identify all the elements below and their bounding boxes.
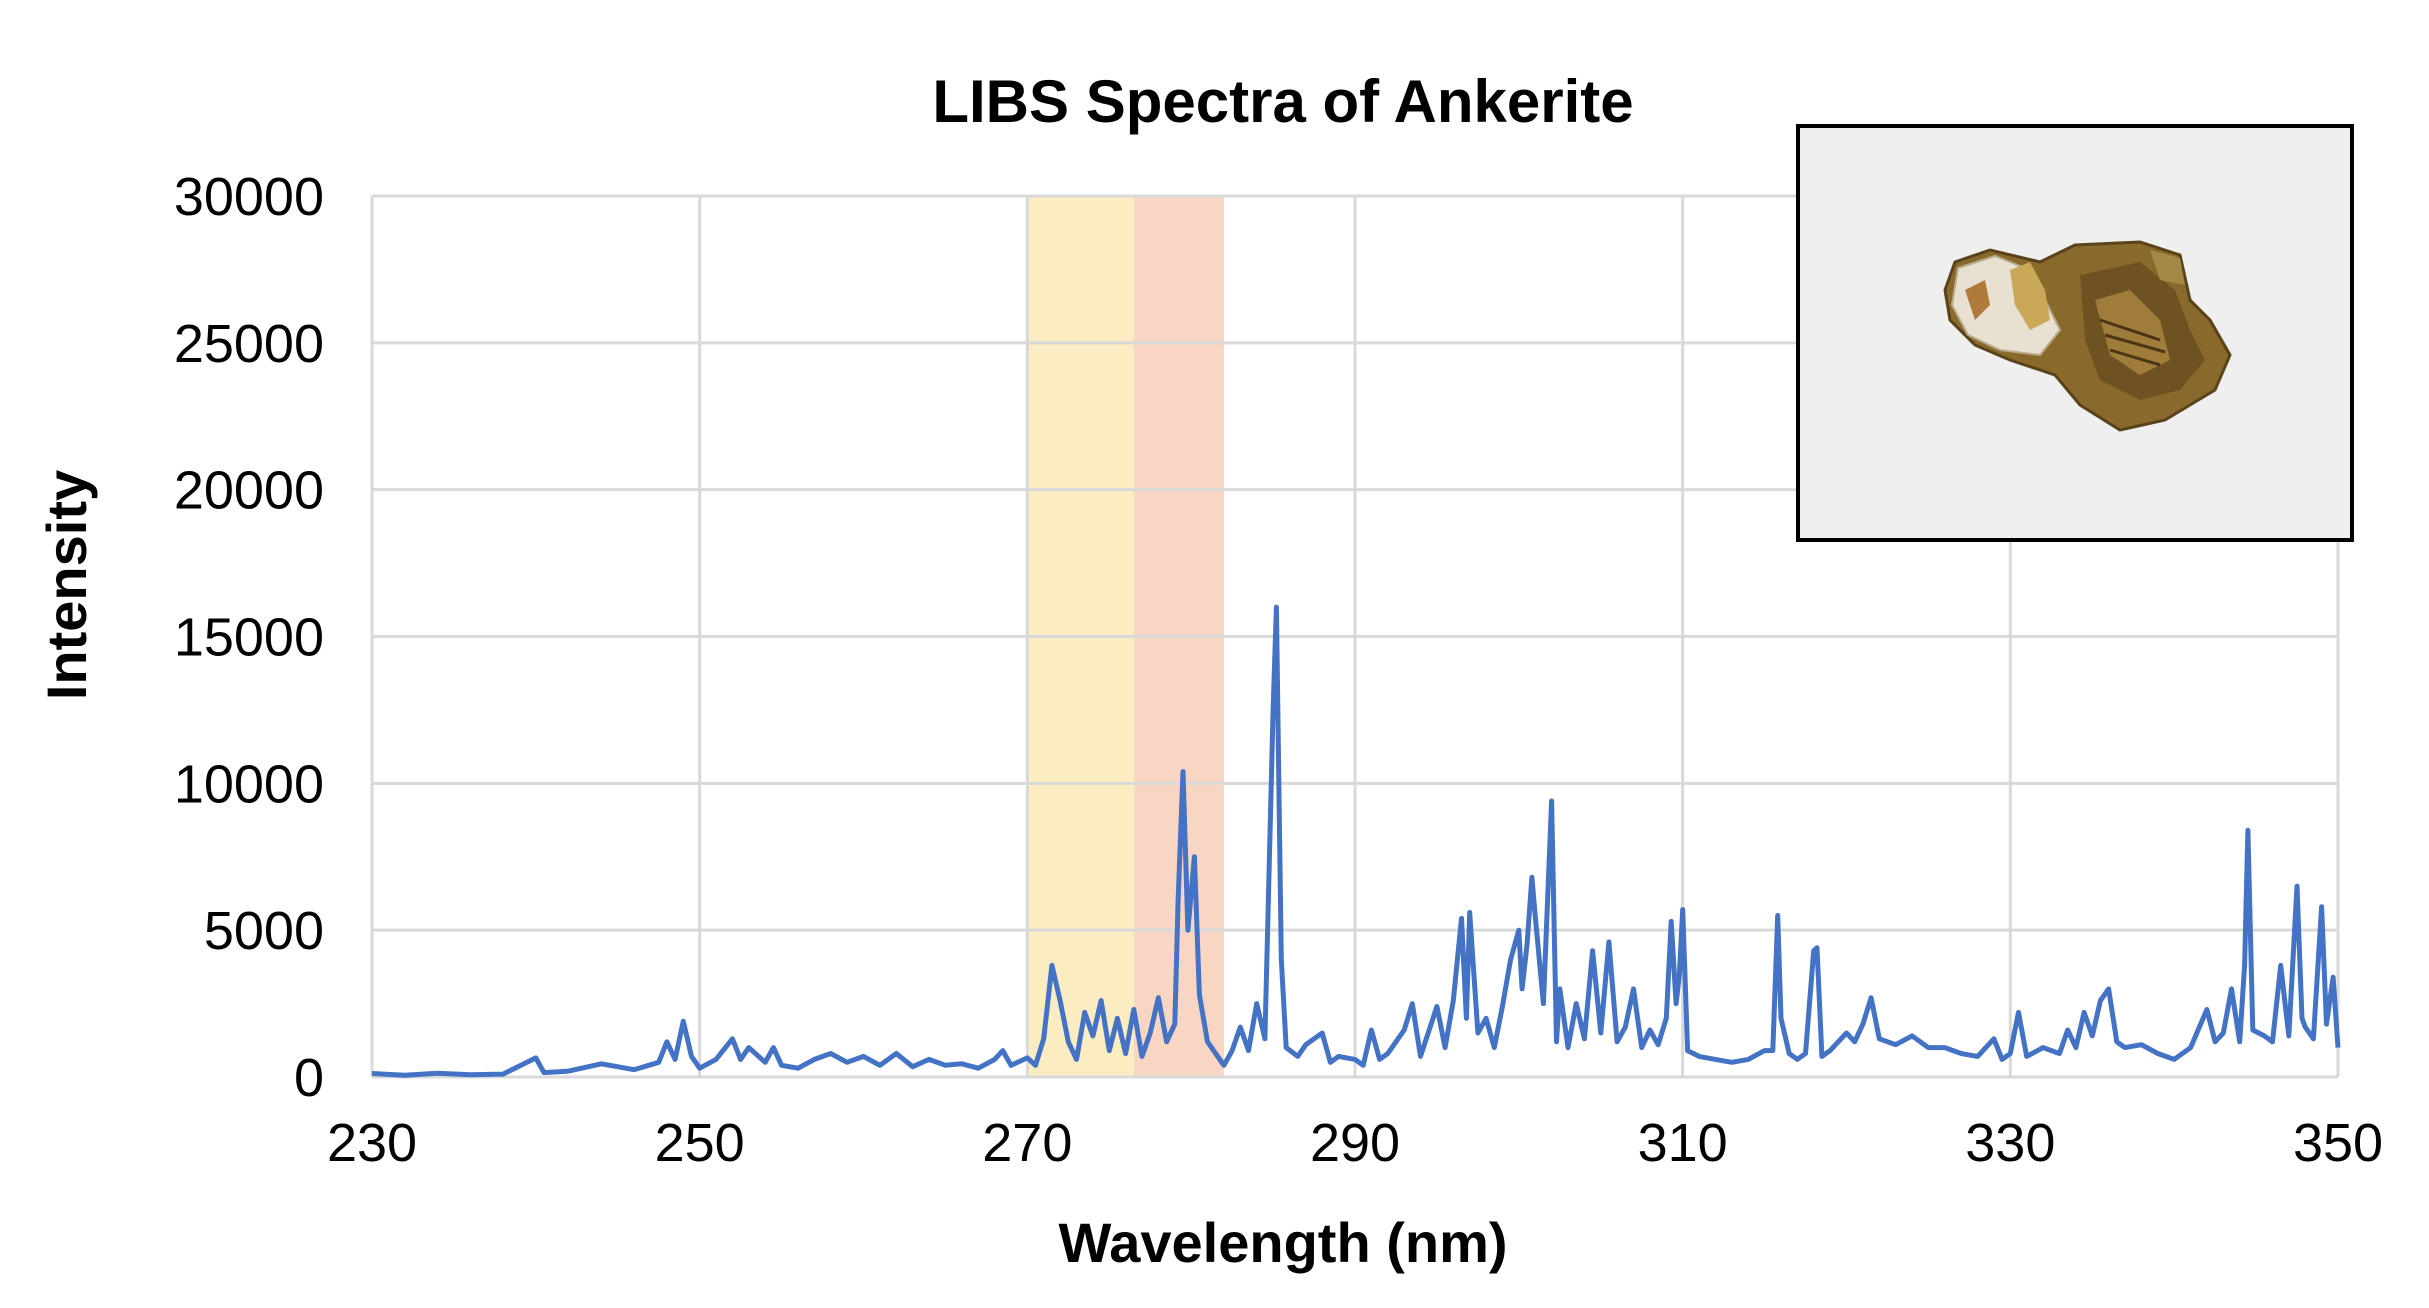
x-tick-label-5: 330 — [1965, 1113, 2055, 1173]
y-tick-label-6: 30000 — [174, 167, 324, 227]
y-tick-label-1: 5000 — [204, 901, 324, 961]
x-tick-label-0: 230 — [327, 1113, 417, 1173]
y-axis-label: Intensity — [35, 470, 98, 700]
x-tick-label-1: 250 — [655, 1113, 745, 1173]
y-tick-label-3: 15000 — [174, 608, 324, 668]
x-tick-label-2: 270 — [982, 1113, 1072, 1173]
ankerite-photo-inset — [1796, 124, 2354, 542]
y-tick-label-2: 10000 — [174, 754, 324, 814]
chart-title: LIBS Spectra of Ankerite — [932, 68, 1633, 135]
x-tick-label-6: 350 — [2293, 1113, 2383, 1173]
ankerite-mineral-icon — [1943, 240, 2232, 432]
x-axis-label: Wavelength (nm) — [1058, 1211, 1507, 1274]
y-tick-label-0: 0 — [294, 1048, 324, 1108]
series-layer — [371, 604, 2341, 1078]
y-tick-label-4: 20000 — [174, 461, 324, 521]
y-tick-label-5: 25000 — [174, 314, 324, 374]
x-tick-label-3: 290 — [1310, 1113, 1400, 1173]
series-line-1 — [371, 604, 2341, 1078]
x-tick-label-4: 310 — [1638, 1113, 1728, 1173]
tick-labels: 230 250 270 290 310 330 350 0 5000 10000 15000 2000… — [174, 167, 2383, 1173]
